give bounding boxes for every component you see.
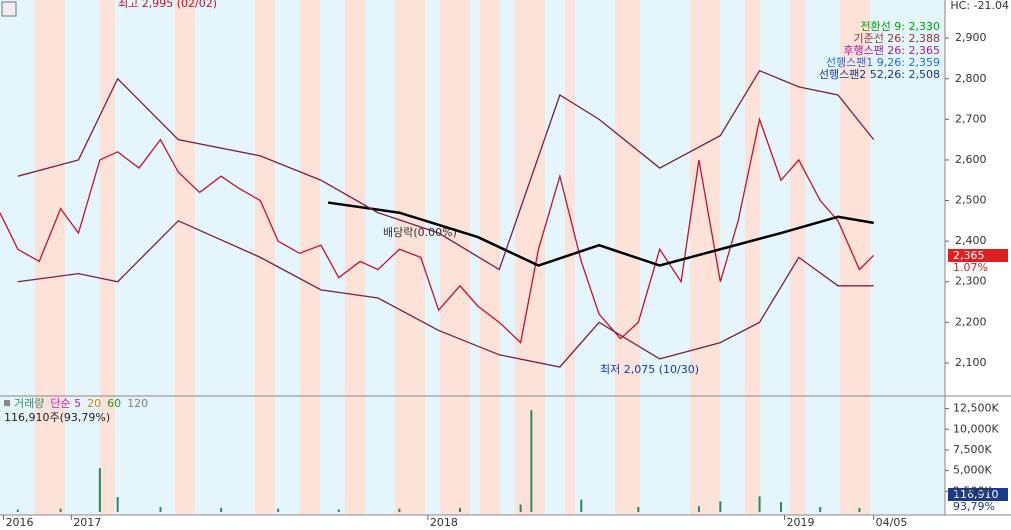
volume-bar [98,468,101,512]
y-tick-label: 2,500 [955,194,987,207]
high-annotation: 최고 2,995 (02/02) [118,0,217,10]
legend-entry: 선행스팬2 52,26: 2,508 [819,68,940,81]
legend-entry: 선행스팬1 9,26: 2,359 [826,56,940,69]
volume-bar [59,508,62,512]
volume-legend-entry: 20 [87,397,101,410]
volume-legend-entry: 60 [107,397,121,410]
y-tick-label: 2,600 [955,153,987,166]
volume-bar [697,506,700,512]
y-tick-label: 2,300 [955,275,987,288]
legend-entry: 기준선 26: 2,388 [853,32,940,45]
volume-tag: 116,910 [953,488,999,501]
volume-bar [758,496,761,512]
y-tick-label: 2,500K [953,484,992,497]
volume-bar [337,509,340,512]
menu-icon[interactable] [1,1,17,17]
volume-summary: 116,910주(93,79%) [4,411,110,424]
legend-entry: 후행스팬 26: 2,365 [843,44,940,57]
price-tag-box [948,249,1008,262]
x-tick-label: 2018 [430,516,458,529]
y-tick-label: 2,200 [955,315,987,328]
y-tick-label: 2,100 [955,356,987,369]
legend-icon [4,400,10,406]
x-tick-label: 2017 [73,516,101,529]
indicator-header: HC: -21.04 [950,0,1009,12]
volume-bar [519,504,522,512]
volume-legend-entry: 120 [127,397,148,410]
volume-bar [719,501,722,512]
volume-bar [116,497,119,512]
volume-bar [819,507,822,512]
y-tick-label: 5,000K [953,464,992,477]
y-tick-label: 2,700 [955,112,987,125]
volume-bar [858,507,861,512]
volume-bar [16,509,19,512]
volume-bar [159,507,162,512]
volume-change: 93,79% [953,500,995,513]
volume-bar [220,507,223,512]
price-line [0,116,875,344]
x-tick-label: 2019 [787,516,815,529]
period-bands [35,0,870,515]
volume-legend-entry: 단순 5 [50,397,81,410]
y-tick-label: 2,800 [955,72,987,85]
y-tick-label: 7,500K [953,443,992,456]
volume-legend-entry: 거래량 [14,397,44,410]
volume-bar [459,507,462,512]
price-line [17,220,874,368]
volume-bar [779,502,782,512]
plot-background [0,0,945,515]
y-tick-label: 10,000K [953,422,999,435]
price-line [17,69,875,271]
volume-bar [398,508,401,512]
volume-bar [277,508,280,512]
x-tick-label: 2016 [6,516,34,529]
volume-bar [530,410,533,512]
price-tag: 2,365 [953,249,985,262]
axis-area [945,0,1011,530]
dividend-annotation: 배당락(0.00%) [383,226,457,239]
legend-entry: 전환선 9: 2,330 [860,20,940,33]
y-tick-label: 12,500K [953,402,999,415]
price-change: 1.07% [953,261,988,274]
price-line [327,201,874,267]
volume-tag-box [948,488,1008,501]
volume-bar [580,499,583,512]
low-annotation: 최저 2,075 (10/30) [600,363,699,376]
y-tick-label: 2,900 [955,31,987,44]
volume-bar [637,507,640,512]
y-tick-label: 2,400 [955,234,987,247]
x-tick-label: 04/05 [876,516,908,529]
